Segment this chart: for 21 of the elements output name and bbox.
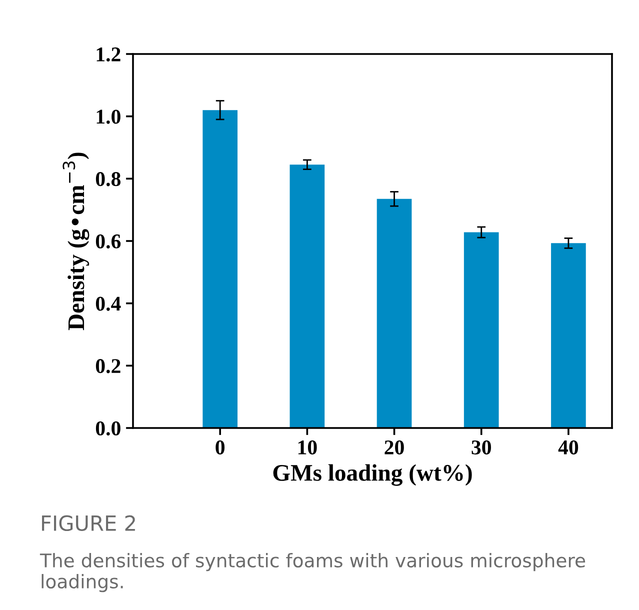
bar: [376, 198, 412, 428]
x-tick-label: 20: [384, 440, 404, 454]
y-tick-label: 1.2: [96, 47, 120, 62]
x-tick-label: 30: [472, 440, 491, 454]
bar: [202, 110, 238, 428]
caption: FIGURE 2: [42, 515, 135, 532]
x-axis-title: GMs loading (wt%): [273, 464, 472, 486]
x-tick-label: 0: [216, 440, 225, 454]
y-tick-label: 0.8: [96, 172, 121, 186]
x-tick-label: 10: [298, 440, 317, 454]
text: The densities of syntactic foams with various microsphere loadings.: [40, 553, 586, 592]
y-tick-label: 1.0: [96, 110, 120, 124]
x-tick-label: 40: [558, 440, 578, 454]
y-tick-label: 0.4: [96, 296, 121, 311]
y-axis-title: Density (g•cm$^{−3}$): [62, 152, 90, 330]
y-tick-label: 0.2: [96, 359, 120, 374]
y-tick-label: 0.6: [96, 234, 121, 249]
bar: [464, 232, 499, 428]
bar: [290, 164, 325, 428]
bar: [551, 243, 586, 428]
y-tick-label: 0.0: [96, 421, 120, 436]
